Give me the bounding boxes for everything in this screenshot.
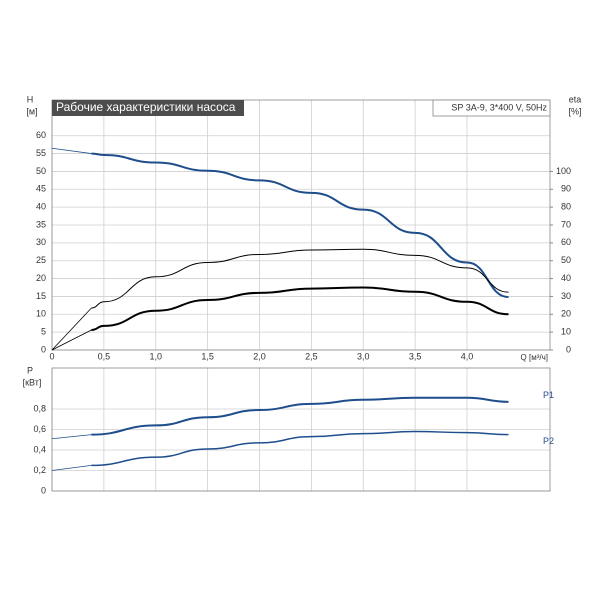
- x-axis-label: Q [м³/ч]: [521, 353, 548, 362]
- y-tick-label: 5: [41, 327, 46, 337]
- y-tick-label: 40: [36, 202, 46, 212]
- y-axis-label: H: [27, 94, 34, 104]
- y-tick-label: 50: [36, 166, 46, 176]
- y2-axis-unit: [%]: [568, 106, 581, 116]
- x-tick-label: 1,5: [201, 351, 214, 361]
- y-tick-label: 0,8: [33, 403, 46, 413]
- y2-tick-label: 50: [561, 255, 571, 265]
- series-line-start: [51, 307, 92, 351]
- y2-tick-label: 30: [561, 291, 571, 301]
- y-axis-unit: [м]: [26, 106, 37, 116]
- series-line: [91, 286, 509, 331]
- series-label: P2: [543, 436, 554, 446]
- x-tick-label: 1,0: [149, 351, 162, 361]
- y2-tick-label: 90: [561, 184, 571, 194]
- title-box: [52, 100, 244, 116]
- x-tick-label: 2,0: [253, 351, 266, 361]
- y-tick-label: 0,2: [33, 465, 46, 475]
- plot-frame: [51, 367, 551, 492]
- series-line: [91, 152, 509, 299]
- series-line-start: [51, 329, 92, 351]
- series-line-start: [51, 464, 92, 471]
- y2-tick-label: 70: [561, 219, 571, 229]
- y-tick-label: 45: [36, 184, 46, 194]
- y2-tick-label: 100: [556, 166, 571, 176]
- y2-tick-label: 60: [561, 237, 571, 247]
- y-tick-label: 0,4: [33, 444, 46, 454]
- y2-tick-label: 40: [561, 273, 571, 283]
- y-tick-label: 35: [36, 219, 46, 229]
- y-tick-label: 0,6: [33, 424, 46, 434]
- series-line-start: [51, 434, 92, 440]
- y-tick-label: 60: [36, 130, 46, 140]
- y-tick-label: 10: [36, 309, 46, 319]
- y-tick-label: 0: [41, 344, 46, 354]
- y2-axis-label: eta: [569, 94, 582, 104]
- y-axis-unit: [кВт]: [23, 377, 42, 387]
- x-tick-label: 0,5: [98, 351, 111, 361]
- y-tick-label: 25: [36, 255, 46, 265]
- series-line: [91, 430, 509, 467]
- y-tick-label: 55: [36, 148, 46, 158]
- x-tick-label: 3,0: [357, 351, 370, 361]
- chart-subtitle: SP 3A-9, 3*400 V, 50Hz: [451, 102, 547, 112]
- y-tick-label: 0: [41, 485, 46, 495]
- y2-tick-label: 20: [561, 309, 571, 319]
- x-tick-label: 4,0: [461, 351, 474, 361]
- y2-tick-label: 80: [561, 202, 571, 212]
- series-label: P1: [543, 390, 554, 400]
- chart-title: Рабочие характеристики насоса: [56, 100, 236, 114]
- x-tick-label: 3,5: [409, 351, 422, 361]
- y-tick-label: 15: [36, 291, 46, 301]
- y-tick-label: 30: [36, 237, 46, 247]
- plot-frame: [51, 99, 551, 351]
- subtitle-box: [432, 99, 551, 117]
- y2-tick-label: 10: [561, 327, 571, 337]
- x-tick-label: 2,5: [305, 351, 318, 361]
- series-line: [91, 248, 509, 309]
- y-axis-label: P: [27, 365, 33, 375]
- series-line-start: [51, 147, 92, 154]
- series-line: [91, 396, 509, 436]
- y-tick-label: 20: [36, 273, 46, 283]
- x-tick-label: 0: [49, 351, 54, 361]
- y2-tick-label: 0: [566, 344, 571, 354]
